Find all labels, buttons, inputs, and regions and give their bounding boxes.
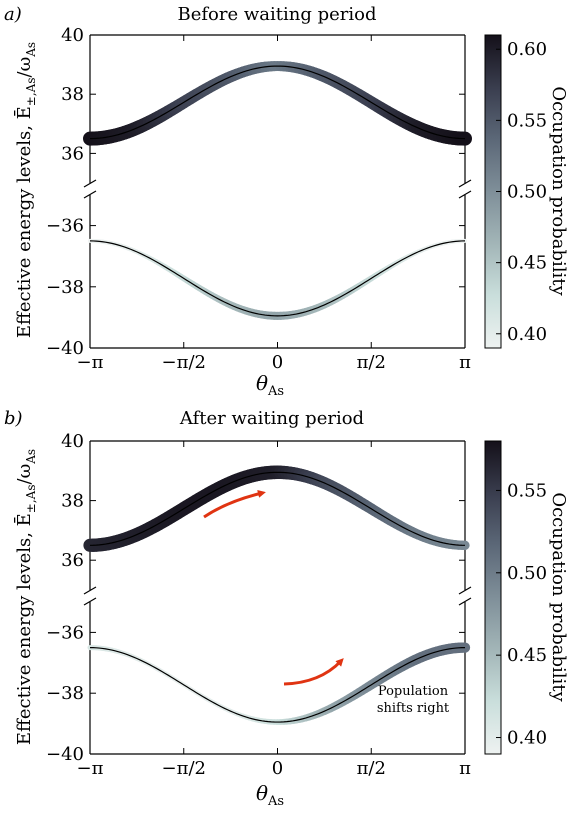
colorbar-tick-label: 0.45 <box>507 645 547 666</box>
panel-a-tag: a) <box>4 4 22 25</box>
x-tick-label: −π/2 <box>162 758 206 779</box>
annotation-line-2: shifts right <box>377 701 450 716</box>
y-tick-label: −38 <box>46 683 84 704</box>
y-tick-label: −36 <box>46 216 84 237</box>
colorbar-tick-label: 0.45 <box>507 253 547 274</box>
y-tick-label: 36 <box>61 143 84 164</box>
panel-b-colorbar-ticks: 0.55 0.50 0.45 0.40 <box>496 480 547 748</box>
panel-b-colorbar <box>485 441 501 754</box>
y-tick-label: 36 <box>61 550 84 571</box>
x-tick-label: 0 <box>272 352 283 373</box>
panel-b-xlabel: θAs <box>256 781 284 809</box>
colorbar-tick-label: 0.40 <box>507 324 547 345</box>
y-tick-label: −40 <box>46 338 84 359</box>
colorbar-tick-label: 0.60 <box>507 39 547 60</box>
panel-a-colorbar-label: Occupation probability <box>548 86 569 296</box>
x-tick-label: −π/2 <box>162 352 206 373</box>
colorbar-tick-label: 0.55 <box>507 480 547 501</box>
y-tick-label: 38 <box>61 491 84 512</box>
panel-b: b) After waiting period −π −π/2 0 π/2 π 4038… <box>4 408 569 809</box>
colorbar-tick-label: 0.40 <box>507 728 547 749</box>
panel-a-xlabel: θAs <box>256 371 284 399</box>
panel-b-title: After waiting period <box>179 408 364 429</box>
y-tick-label: 38 <box>61 84 84 105</box>
x-tick-label: 0 <box>272 758 283 779</box>
panel-a: a) Before waiting period −π −π/2 0 π/2 π 403… <box>4 4 569 399</box>
panel-b-tag: b) <box>4 408 23 429</box>
panel-a-plot-area <box>90 35 465 348</box>
x-tick-label: π/2 <box>357 758 386 779</box>
panel-a-title: Before waiting period <box>178 4 377 25</box>
panel-b-ylabel: Effective energy levels, Ē±,As/ωAs <box>12 449 38 745</box>
panel-b-colorbar-label: Occupation probability <box>548 492 569 702</box>
y-tick-label: 40 <box>61 431 84 452</box>
x-tick-label: π/2 <box>357 352 386 373</box>
y-tick-label: 40 <box>61 25 84 46</box>
x-tick-label: π <box>459 758 471 779</box>
y-tick-label: −40 <box>46 744 84 765</box>
panel-a-ylabel: Effective energy levels, Ē±,As/ωAs <box>12 42 38 338</box>
colorbar-tick-label: 0.50 <box>507 563 547 584</box>
colorbar-tick-label: 0.55 <box>507 110 547 131</box>
colorbar-tick-label: 0.50 <box>507 182 547 203</box>
annotation-line-1: Population <box>378 684 449 699</box>
panel-a-colorbar-ticks: 0.60 0.55 0.50 0.45 0.40 <box>496 39 547 345</box>
y-tick-label: −38 <box>46 277 84 298</box>
x-tick-label: π <box>459 352 471 373</box>
y-tick-label: −36 <box>46 622 84 643</box>
